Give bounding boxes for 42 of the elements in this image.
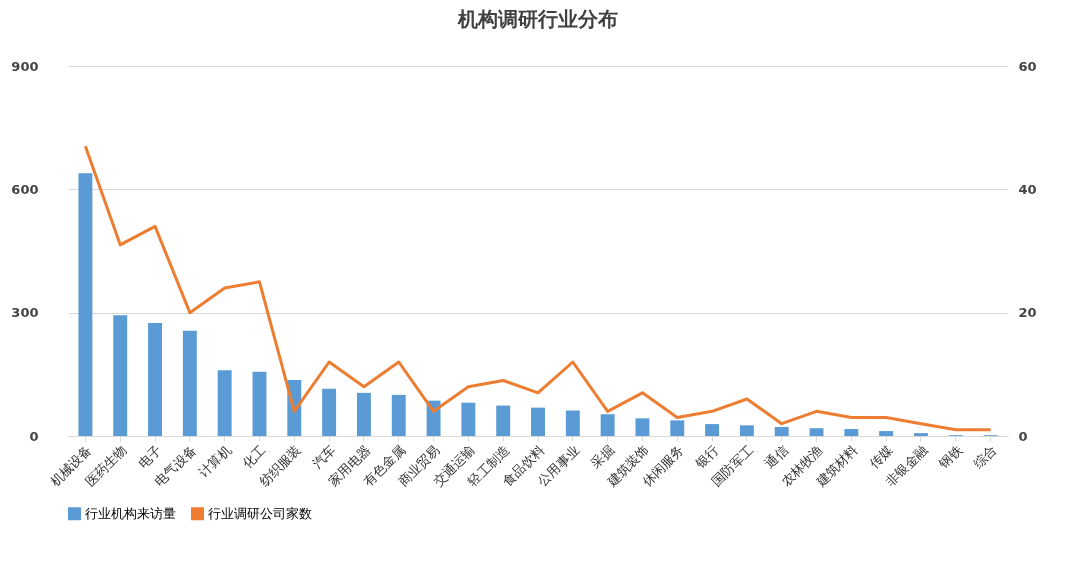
bar — [809, 428, 824, 436]
bar — [217, 370, 232, 436]
legend-label: 行业机构来访量 — [85, 505, 176, 521]
bar — [531, 407, 545, 436]
bar — [496, 405, 511, 436]
y-tick-label: 600 — [11, 181, 39, 197]
bar — [252, 371, 267, 436]
bar — [600, 414, 615, 436]
bar — [844, 429, 859, 436]
bar — [148, 322, 162, 436]
bar — [565, 410, 580, 436]
bar — [182, 330, 197, 436]
y-tick-label: 900 — [11, 58, 39, 74]
bar — [461, 402, 476, 436]
x-tick-label: 计算机 — [195, 442, 234, 481]
line-series — [83, 144, 993, 432]
y2-tick-label: 60 — [1018, 58, 1037, 74]
x-tick-label: 钢铁 — [935, 442, 965, 472]
y2-tick-label: 40 — [1018, 181, 1037, 197]
bar — [78, 173, 93, 436]
bar — [113, 315, 128, 436]
x-tick-label: 通信 — [761, 442, 791, 472]
bar — [356, 392, 371, 436]
chart-title: 机构调研行业分布 — [457, 7, 618, 31]
bar — [774, 426, 789, 436]
bar — [914, 433, 928, 436]
y-tick-label: 0 — [29, 428, 39, 444]
bar — [322, 388, 337, 436]
y2-tick-label: 0 — [1018, 428, 1028, 444]
bar — [635, 418, 650, 436]
y-tick-label: 300 — [11, 305, 39, 321]
legend-label: 行业调研公司家数 — [208, 505, 312, 521]
x-tick-label: 综合 — [970, 442, 1000, 472]
bar — [391, 394, 406, 436]
x-tick-label: 化工 — [239, 442, 269, 472]
x-tick-label: 采掘 — [587, 442, 617, 472]
bar — [670, 420, 685, 436]
x-tick-label: 电子 — [135, 442, 165, 472]
bar — [705, 424, 720, 436]
bar — [739, 425, 754, 436]
bar — [879, 431, 894, 436]
y2-tick-label: 20 — [1018, 305, 1037, 321]
